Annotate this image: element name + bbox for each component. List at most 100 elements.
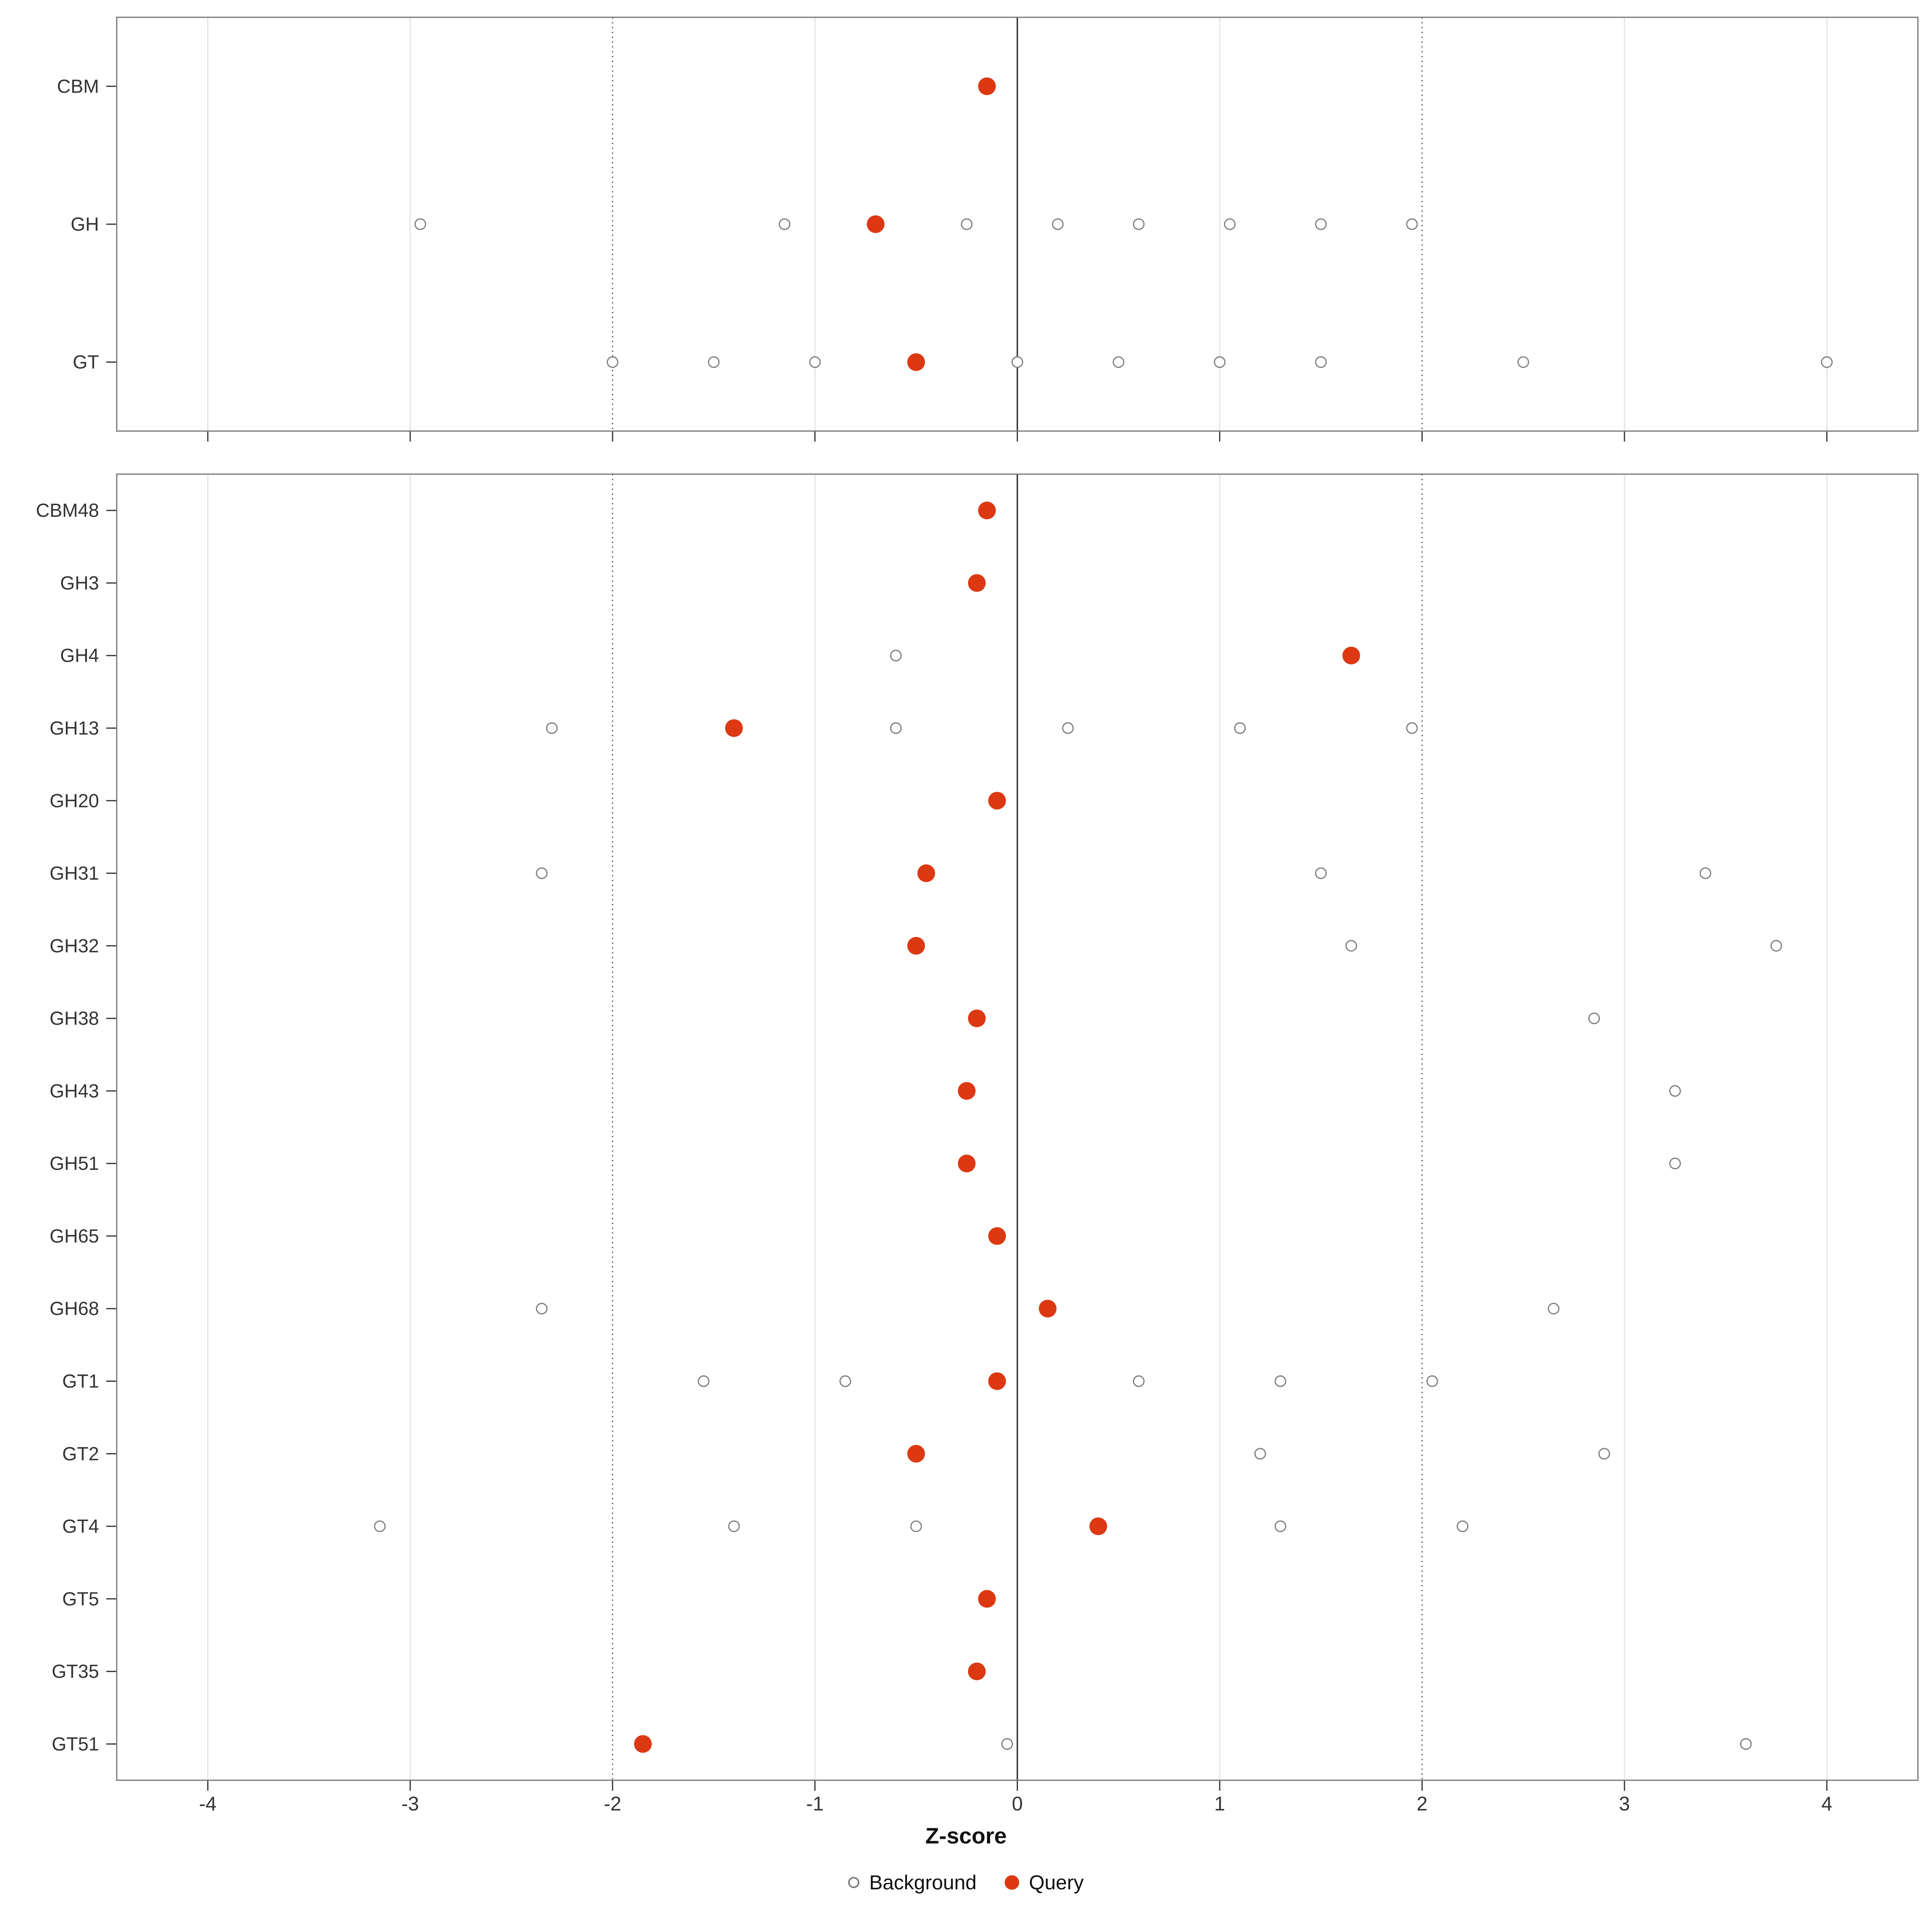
query-point: [978, 502, 996, 520]
y-axis-label-GH3: GH3: [60, 572, 99, 593]
background-point: [708, 356, 720, 368]
background-point: [839, 1375, 851, 1387]
background-point: [1588, 1012, 1600, 1024]
background-point: [607, 356, 619, 368]
background-point: [1457, 1520, 1469, 1532]
y-axis-label-GT4: GT4: [62, 1515, 99, 1537]
background-point: [1699, 867, 1711, 879]
query-point: [907, 353, 925, 371]
background-point: [1315, 356, 1327, 368]
background-point: [1113, 356, 1125, 368]
y-axis-label-CBM48: CBM48: [36, 500, 99, 521]
background-point: [728, 1520, 740, 1532]
query-point: [867, 215, 885, 233]
query-point: [958, 1082, 976, 1100]
background-point: [961, 218, 973, 230]
background-point: [1315, 867, 1327, 879]
legend: Background Query: [0, 1871, 1932, 1894]
x-tick-label-1: 1: [1214, 1793, 1225, 1815]
background-point: [1315, 218, 1327, 230]
zscore-dot-plot: CBM GH GT CBM48 GH3 GH4 GH13 GH20 GH31 GH32 GH38 GH…: [36, 17, 1919, 1815]
background-point: [778, 218, 791, 230]
background-legend-icon: [848, 1877, 860, 1888]
y-axis-label-GT1: GT1: [62, 1370, 99, 1391]
x-axis-title: Z-score: [925, 1823, 1007, 1848]
background-point: [1598, 1448, 1610, 1460]
background-point: [1214, 356, 1226, 368]
background-point: [1517, 356, 1530, 368]
y-axis-label-GT: GT: [73, 351, 99, 373]
background-point: [536, 1302, 548, 1315]
query-point: [1089, 1517, 1107, 1536]
background-point: [1740, 1738, 1752, 1750]
legend-item-query: Query: [1005, 1871, 1084, 1894]
panel-border: [116, 17, 1919, 432]
background-point: [1011, 356, 1023, 368]
background-point: [1274, 1375, 1286, 1387]
y-axis-label-GT5: GT5: [62, 1588, 99, 1609]
background-point: [1052, 218, 1064, 230]
query-point: [988, 1372, 1006, 1390]
legend-label-background: Background: [869, 1871, 977, 1894]
query-point: [634, 1735, 652, 1753]
background-point: [536, 867, 548, 879]
query-point: [907, 1445, 925, 1463]
background-point: [698, 1375, 710, 1387]
background-point: [1345, 940, 1357, 952]
legend-label-query: Query: [1029, 1871, 1084, 1894]
y-axis-label-GH13: GH13: [50, 717, 99, 739]
background-point: [890, 650, 902, 662]
background-point: [1133, 218, 1145, 230]
background-point: [1133, 1375, 1145, 1387]
query-point: [1342, 646, 1360, 665]
background-point: [1274, 1520, 1286, 1532]
query-point: [958, 1154, 976, 1172]
background-point: [1224, 218, 1236, 230]
y-axis-label-GH38: GH38: [50, 1007, 99, 1029]
y-axis-label-GH20: GH20: [50, 790, 99, 811]
background-point: [1426, 1375, 1438, 1387]
query-point: [968, 1009, 986, 1028]
x-tick-label-3: 3: [1619, 1793, 1630, 1815]
x-tick-label-0: 0: [1012, 1793, 1023, 1815]
background-point: [910, 1520, 922, 1532]
y-axis-label-GT35: GT35: [52, 1661, 99, 1682]
background-point: [1821, 356, 1833, 368]
background-point: [1548, 1302, 1560, 1315]
query-point: [968, 1662, 986, 1680]
query-point: [988, 792, 1006, 810]
background-point: [1001, 1738, 1013, 1750]
x-tick-label--1: -1: [806, 1793, 824, 1815]
y-axis-label-GH32: GH32: [50, 935, 99, 956]
background-point: [809, 356, 821, 368]
background-point: [1406, 218, 1418, 230]
query-point: [1038, 1300, 1057, 1318]
background-point: [1062, 722, 1074, 734]
x-tick-label-2: 2: [1416, 1793, 1427, 1815]
y-axis-label-GH31: GH31: [50, 863, 99, 884]
y-axis-label-GT51: GT51: [52, 1733, 99, 1754]
query-point: [988, 1227, 1006, 1245]
y-axis-label-CBM: CBM: [57, 75, 99, 97]
background-point: [414, 218, 426, 230]
panel-cazyme-families: CBM48 GH3 GH4 GH13 GH20 GH31 GH32 GH38 GH43 GH51 G…: [36, 473, 1919, 1791]
background-point: [374, 1520, 386, 1532]
background-point: [1254, 1448, 1266, 1460]
x-tick-label-4: 4: [1821, 1793, 1832, 1815]
query-point: [917, 864, 935, 882]
y-axis-label-GT2: GT2: [62, 1443, 99, 1464]
x-tick-label--2: -2: [604, 1793, 621, 1815]
y-axis-label-GH4: GH4: [60, 645, 99, 666]
background-point: [546, 722, 558, 734]
y-axis-label-GH: GH: [71, 213, 99, 235]
legend-item-background: Background: [848, 1871, 976, 1894]
background-point: [890, 722, 902, 734]
y-axis-label-GH68: GH68: [50, 1298, 99, 1319]
query-legend-icon: [1005, 1875, 1020, 1890]
y-axis-label-GH65: GH65: [50, 1225, 99, 1247]
panel-border: [116, 473, 1919, 1781]
x-tick-label--3: -3: [401, 1793, 419, 1815]
x-tick-label--4: -4: [199, 1793, 217, 1815]
background-point: [1669, 1085, 1681, 1097]
